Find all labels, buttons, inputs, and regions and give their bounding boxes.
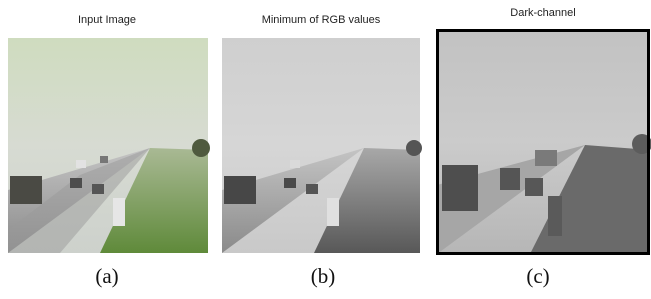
panel-title: Minimum of RGB values bbox=[262, 14, 381, 26]
input-image bbox=[8, 38, 210, 253]
panel-caption: (c) bbox=[526, 264, 549, 288]
dark-channel-image bbox=[437, 30, 651, 254]
panel-caption: (b) bbox=[311, 264, 336, 288]
panel-caption: (a) bbox=[95, 264, 118, 288]
figure: Input Image (a) Minimum of RGB values (b… bbox=[0, 0, 651, 299]
min-rgb-image bbox=[222, 38, 422, 253]
panel-title: Dark-channel bbox=[510, 7, 575, 19]
panel-title: Input Image bbox=[78, 14, 136, 26]
